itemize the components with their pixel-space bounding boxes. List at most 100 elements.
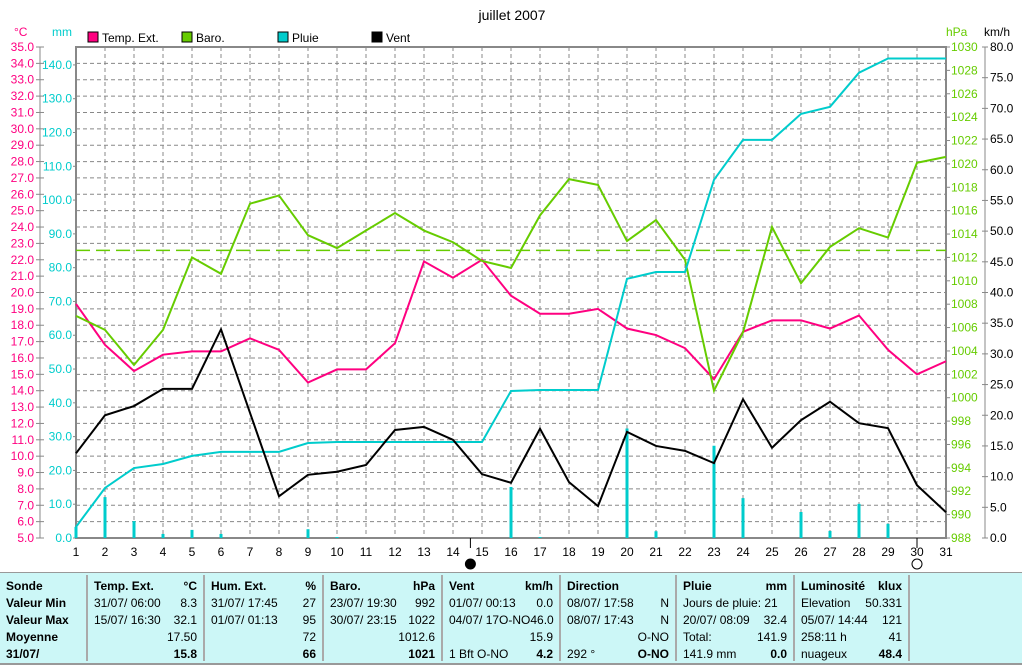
rain-tick-label: 140.0 [42,58,72,72]
x-tick-label: 31 [939,545,953,559]
baro-tick-label: 1004 [951,344,978,358]
pluie-cur: 0.0 [770,647,787,661]
temp-tick-label: 32.0 [11,89,35,103]
series-line-wind [75,326,947,513]
baro-tick-label: 1030 [951,40,978,54]
table-row: 1021 [330,647,435,664]
table-row: Vent km/h [449,579,553,596]
pluie-unit: mm [765,579,787,593]
row-label-max: Valeur Max [6,613,69,627]
baro-tick-label: 1000 [951,391,978,405]
rain-tick-label: 60.0 [49,328,73,342]
wind-tick-label: 15.0 [990,439,1014,453]
table-row: 01/07/ 00:13 0.0 [449,596,553,613]
table-row: 72 [211,630,316,647]
daily-rain-bar [828,530,832,538]
temp-tick-label: 25.0 [11,204,35,218]
wind-tick-label: 5.0 [990,500,1007,514]
table-row: 1 Bft O-NO 4.2 [449,647,553,664]
hum-cur: 66 [302,647,316,661]
baro-min: 992 [414,596,435,610]
weather-chart: juillet 2007 °C mm hPa km/h Temp. Ext. B… [11,7,1014,570]
table-row: O-NO [567,630,669,647]
x-tick-label: 16 [504,545,518,559]
table-row: 23/07/ 19:30 992 [330,596,435,613]
wind-tick-label: 80.0 [990,40,1014,54]
x-tick-label: 6 [218,545,225,559]
dir-min_t: 08/07/ 17:58 [567,596,634,610]
rain-tick-label: 90.0 [49,227,73,241]
baro-tick-label: 1010 [951,274,978,288]
lum-avg_l: 258:11 h [801,630,847,644]
x-tick-label: 18 [562,545,576,559]
x-tick-label: 21 [649,545,663,559]
vent-min_t: 01/07/ 00:13 [449,596,516,610]
rain-tick-label: 120.0 [42,125,72,139]
x-tick-label: 2 [102,545,109,559]
baro-tick-label: 1014 [951,227,978,241]
x-tick-label: 4 [160,545,167,559]
temp-min_t: 31/07/ 06:00 [94,596,161,610]
vent-column: Vent km/h 01/07/ 00:13 0.0 04/07/ 17O-NO 46.0… [443,575,561,661]
table-row: 01/07/ 01:13 95 [211,613,316,630]
table-row: 05/07/ 14:44 121 [801,613,902,630]
wind-tick-label: 25.0 [990,378,1014,392]
baro-tick-label: 1026 [951,87,978,101]
temp-tick-label: 16.0 [11,351,35,365]
baro-max_t: 30/07/ 23:15 [330,613,397,627]
daily-rain-bar [190,529,194,538]
hum-max_t: 01/07/ 01:13 [211,613,278,627]
hum-max: 95 [302,613,316,627]
vent-unit: km/h [524,579,553,593]
baro-tick-label: 1022 [951,134,978,148]
baro-avg: 1012.6 [398,630,435,644]
dir-cur: O-NO [637,647,669,661]
table-row: 292 ° O-NO [567,647,669,664]
hum-min_t: 31/07/ 17:45 [211,596,278,610]
baro-tick-label: 998 [951,414,971,428]
pluie-avg: 141.9 [756,630,787,644]
rain-tick-label: 100.0 [42,193,72,207]
table-row: 17.50 [94,630,197,647]
row-label-current: 31/07/ [6,647,40,661]
temp-tick-label: 6.0 [17,515,34,529]
lum-min_t: Elevation [801,596,851,610]
vent-avg: 15.9 [529,630,553,644]
daily-rain-bar [799,511,803,538]
wind-tick-label: 70.0 [990,101,1014,115]
x-tick-label: 19 [591,545,605,559]
baro-column: Baro. hPa 23/07/ 19:30 992 30/07/ 23:15 1022 1… [324,575,443,661]
daily-rain-bar [74,526,78,538]
wind-tick-label: 35.0 [990,316,1014,330]
daily-rain-bar [712,445,716,538]
chart-title: juillet 2007 [478,7,546,23]
vent-min: 0.0 [536,596,553,610]
x-tick-label: 30 [910,545,924,559]
wind-tick-label: 10.0 [990,470,1014,484]
daily-rain-bar [306,529,310,538]
temp-tick-label: 26.0 [11,187,35,201]
wind-tick-label: 30.0 [990,347,1014,361]
dir-cur_l: 292 ° [567,647,596,661]
pluie-column: Pluie mm Jours de pluie: 21 20/07/ 08:09 32.… [677,575,795,661]
daily-rain-bar [857,503,861,538]
temp-tick-label: 13.0 [11,400,35,414]
table-row: 66 [211,647,316,664]
legend-swatch-baro [181,31,193,43]
x-tick-label: 9 [305,545,312,559]
hum-title: Hum. Ext. [211,579,267,593]
hum-unit: % [305,579,316,593]
baro-max: 1022 [408,613,435,627]
dir-title: Direction [567,579,620,593]
temp-tick-label: 17.0 [11,335,35,349]
wind-tick-label: 20.0 [990,408,1014,422]
rain-tick-label: 80.0 [49,261,73,275]
legend-label-temp: Temp. Ext. [102,31,159,45]
x-tick-label: 10 [330,545,344,559]
temp-tick-label: 20.0 [11,286,35,300]
table-row: Total: 141.9 [683,630,787,647]
lum-title: Luminosité [801,579,866,593]
temp-tick-label: 31.0 [11,105,35,119]
rain-tick-label: 0.0 [55,531,72,545]
table-row: 20/07/ 08:09 32.4 [683,613,787,630]
